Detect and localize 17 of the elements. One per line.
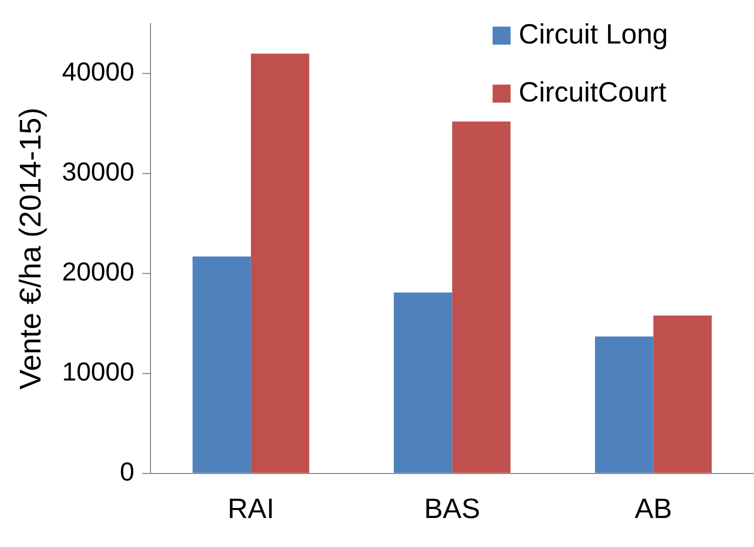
y-tick-label: 40000 [62, 56, 134, 87]
x-tick-label: AB [634, 492, 672, 524]
x-tick-label: BAS [424, 492, 480, 524]
x-tick-label: RAI [228, 492, 274, 524]
y-tick-label: 10000 [62, 356, 134, 387]
legend-label: Circuit Long [518, 18, 668, 50]
y-tick-label: 0 [120, 456, 134, 487]
bar [452, 122, 511, 473]
y-tick-label: 30000 [62, 156, 134, 187]
bar [192, 256, 251, 473]
bar [394, 292, 452, 473]
bar [595, 336, 654, 473]
legend-label: CircuitCourt [518, 76, 667, 108]
y-tick-label: 20000 [62, 256, 134, 287]
bar [250, 54, 310, 473]
y-axis-title: Vente €/ha (2014-15) [14, 108, 48, 390]
bar [653, 315, 712, 473]
